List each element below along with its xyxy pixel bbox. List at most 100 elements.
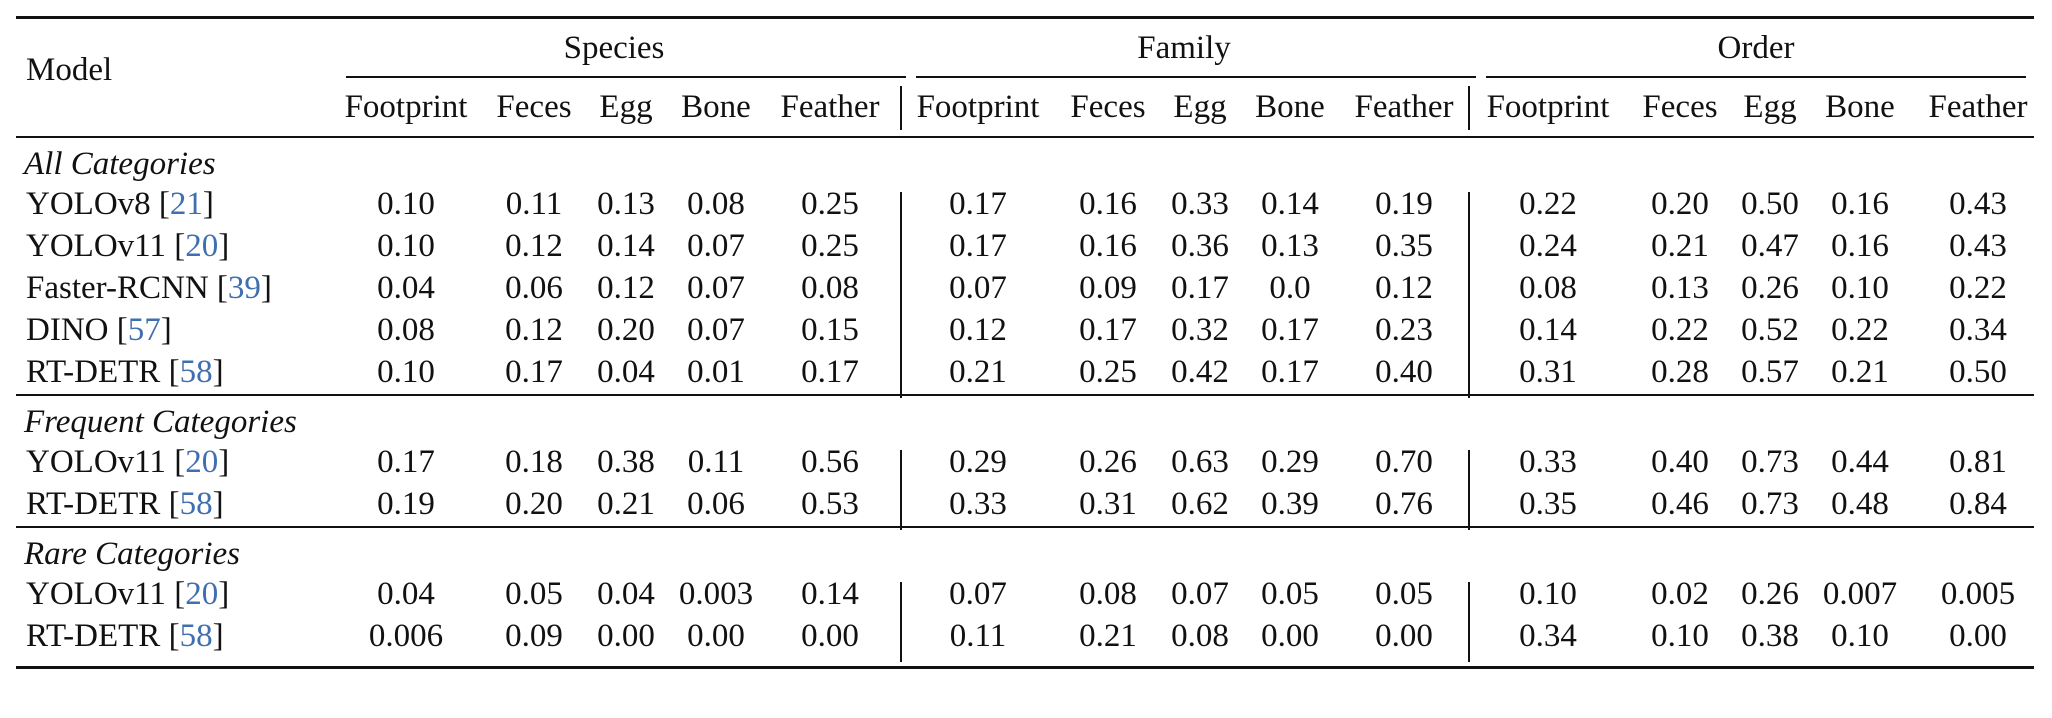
- table-cell: 0.007: [1822, 576, 1898, 612]
- model-name: YOLOv8 [21]: [26, 188, 214, 221]
- model-name: RT-DETR [58]: [26, 620, 224, 653]
- table-cell: 0.38: [597, 444, 655, 480]
- table-cell: 0.28: [1651, 354, 1709, 390]
- table-cell: 0.09: [505, 618, 563, 654]
- group-header-family: Family: [1137, 30, 1231, 66]
- column-header-bone: Bone: [1255, 89, 1325, 125]
- table-cell: 0.08: [1171, 618, 1229, 654]
- column-header-feces: Feces: [496, 89, 572, 125]
- column-header-footprint: Footprint: [344, 89, 468, 125]
- model-name: DINO [57]: [26, 314, 172, 347]
- table-cell: 0.07: [687, 228, 745, 264]
- table-cell: 0.08: [377, 312, 435, 348]
- table-cell: 0.04: [377, 270, 435, 306]
- column-header-feces: Feces: [1070, 89, 1146, 125]
- citation-open-bracket: [: [150, 186, 170, 222]
- table-cell: 0.02: [1651, 576, 1709, 612]
- citation-open-bracket: [: [160, 486, 180, 522]
- citation-open-bracket: [: [208, 270, 228, 306]
- table-cell: 0.12: [505, 228, 563, 264]
- table-cell: 0.10: [377, 186, 435, 222]
- table-cell: 0.07: [949, 576, 1007, 612]
- table-cell: 0.56: [801, 444, 859, 480]
- model-name: YOLOv11 [20]: [26, 578, 229, 611]
- table-cell: 0.06: [687, 486, 745, 522]
- table-cell: 0.07: [687, 312, 745, 348]
- citation-link[interactable]: 21: [169, 186, 203, 222]
- citation-link[interactable]: 20: [185, 444, 219, 480]
- citation-link[interactable]: 20: [185, 576, 219, 612]
- table-cell: 0.21: [1651, 228, 1709, 264]
- table-cell: 0.15: [801, 312, 859, 348]
- table-cell: 0.003: [678, 576, 754, 612]
- table-cell: 0.36: [1171, 228, 1229, 264]
- table-cell: 0.24: [1519, 228, 1577, 264]
- model-label: RT-DETR: [26, 354, 161, 390]
- table-cell: 0.14: [801, 576, 859, 612]
- model-name: RT-DETR [58]: [26, 356, 224, 389]
- table-cell: 0.00: [801, 618, 859, 654]
- citation-link[interactable]: 57: [127, 312, 161, 348]
- citation-open-bracket: [: [108, 312, 128, 348]
- citation-link[interactable]: 58: [179, 618, 213, 654]
- table-cell: 0.40: [1375, 354, 1433, 390]
- citation-open-bracket: [: [160, 354, 180, 390]
- table-cell: 0.17: [949, 228, 1007, 264]
- column-header-egg: Egg: [599, 89, 653, 125]
- table-cell: 0.00: [597, 618, 655, 654]
- table-cell: 0.35: [1519, 486, 1577, 522]
- column-separator: [1468, 192, 1470, 398]
- table-cell: 0.07: [1171, 576, 1229, 612]
- table-cell: 0.06: [505, 270, 563, 306]
- table-cell: 0.00: [1375, 618, 1433, 654]
- citation-link[interactable]: 58: [179, 486, 213, 522]
- table-cell: 0.17: [801, 354, 859, 390]
- table-cell: 0.52: [1741, 312, 1799, 348]
- citation-link[interactable]: 39: [227, 270, 261, 306]
- column-header-footprint: Footprint: [916, 89, 1040, 125]
- table-cell: 0.84: [1949, 486, 2007, 522]
- table-cell: 0.34: [1519, 618, 1577, 654]
- citation-link[interactable]: 20: [185, 228, 219, 264]
- table-cell: 0.04: [377, 576, 435, 612]
- table-cell: 0.50: [1949, 354, 2007, 390]
- table-cell: 0.35: [1375, 228, 1433, 264]
- table-cell: 0.81: [1949, 444, 2007, 480]
- table-cell: 0.07: [687, 270, 745, 306]
- table-cell: 0.10: [1831, 270, 1889, 306]
- table-cell: 0.40: [1651, 444, 1709, 480]
- section-title: Rare Categories: [24, 536, 240, 572]
- table-cell: 0.29: [949, 444, 1007, 480]
- column-header-feather: Feather: [1928, 89, 2028, 125]
- table-cell: 0.22: [1519, 186, 1577, 222]
- table-cell: 0.25: [801, 186, 859, 222]
- group-rule-species: [346, 76, 906, 78]
- table-cell: 0.13: [597, 186, 655, 222]
- table-cell: 0.12: [597, 270, 655, 306]
- table-cell: 0.00: [1949, 618, 2007, 654]
- model-label: YOLOv8: [26, 186, 151, 222]
- table-cell: 0.26: [1741, 270, 1799, 306]
- table-cell: 0.04: [597, 576, 655, 612]
- table-cell: 0.23: [1375, 312, 1433, 348]
- table-cell: 0.26: [1079, 444, 1137, 480]
- model-name: YOLOv11 [20]: [26, 230, 229, 263]
- model-label: RT-DETR: [26, 486, 161, 522]
- model-name: RT-DETR [58]: [26, 488, 224, 521]
- column-separator: [900, 192, 902, 398]
- table-cell: 0.16: [1831, 228, 1889, 264]
- table-cell: 0.21: [1831, 354, 1889, 390]
- column-header-feather: Feather: [1354, 89, 1454, 125]
- table-cell: 0.20: [505, 486, 563, 522]
- citation-close-bracket: ]: [218, 444, 230, 480]
- citation-link[interactable]: 58: [179, 354, 213, 390]
- table-cell: 0.005: [1940, 576, 2016, 612]
- table-cell: 0.18: [505, 444, 563, 480]
- group-header-order: Order: [1717, 30, 1795, 66]
- model-label: Faster-RCNN: [26, 270, 209, 306]
- citation-close-bracket: ]: [212, 618, 224, 654]
- table-cell: 0.34: [1949, 312, 2007, 348]
- table-cell: 0.11: [687, 444, 745, 480]
- table-cell: 0.73: [1741, 486, 1799, 522]
- citation-close-bracket: ]: [212, 354, 224, 390]
